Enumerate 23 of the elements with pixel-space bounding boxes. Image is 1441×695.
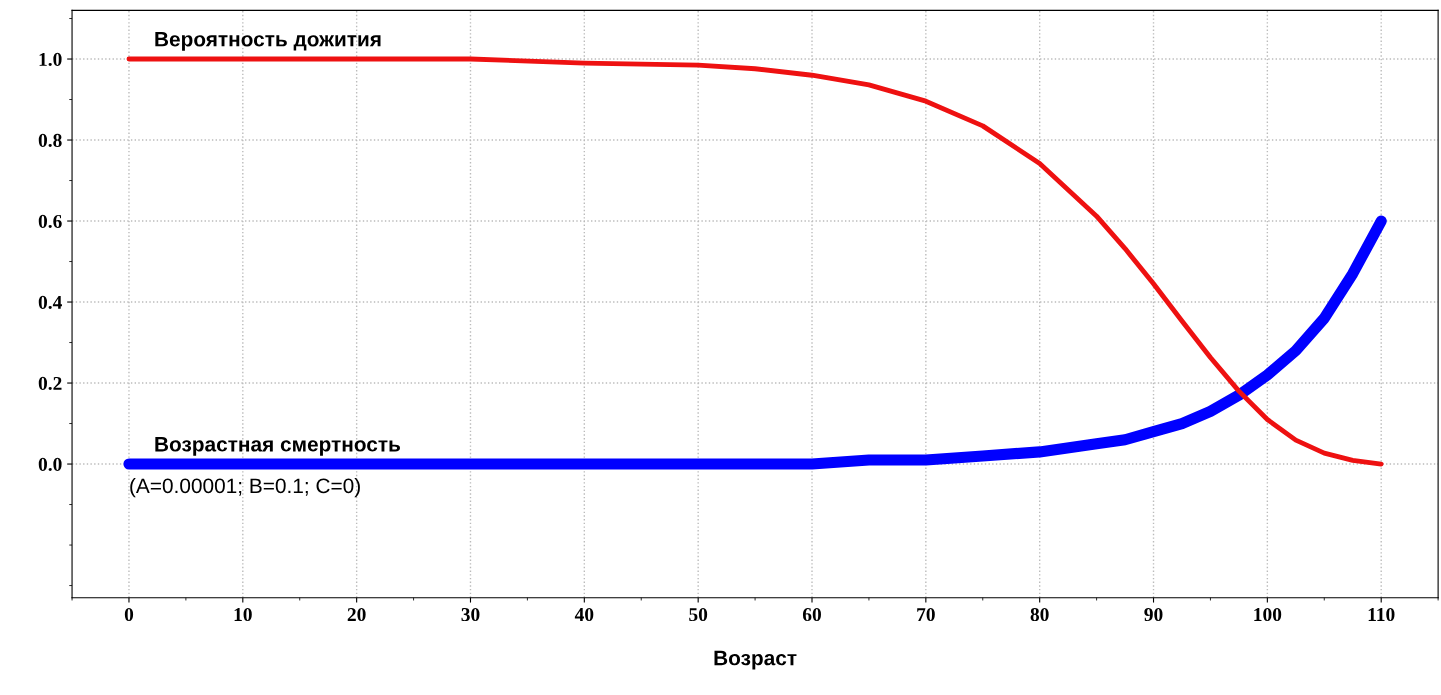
x-axis-title: Возраст	[714, 650, 797, 670]
y-tick-label: 0.0	[38, 457, 62, 472]
x-tick-label: 60	[802, 607, 821, 622]
x-tick-label: 10	[234, 607, 252, 622]
x-tick-label: 90	[1144, 607, 1163, 622]
x-tick-label: 80	[1030, 607, 1049, 622]
series-label: Возрастная смертность	[155, 437, 401, 456]
y-tick-label: 0.4	[38, 295, 62, 310]
y-tick-label: 0.8	[38, 133, 62, 148]
x-tick-label: 30	[461, 607, 480, 622]
x-tick-label: 100	[1254, 607, 1282, 622]
x-tick-label: 70	[917, 607, 935, 622]
line-series	[126, 56, 1384, 467]
x-tick-label: 40	[574, 607, 594, 622]
y-tick-label: 0.6	[38, 214, 62, 229]
x-tick-label: 0	[124, 607, 134, 622]
x-tick-label: 110	[1368, 607, 1395, 622]
x-tick-label: 50	[689, 607, 708, 622]
x-tick-label: 20	[347, 607, 366, 622]
annotation: (A=0.00001; B=0.1; C=0)	[130, 477, 360, 498]
y-tick-label: 1.0	[39, 52, 62, 67]
series-label: Вероятность дожития	[155, 32, 381, 51]
y-tick-label: 0.2	[38, 376, 62, 391]
